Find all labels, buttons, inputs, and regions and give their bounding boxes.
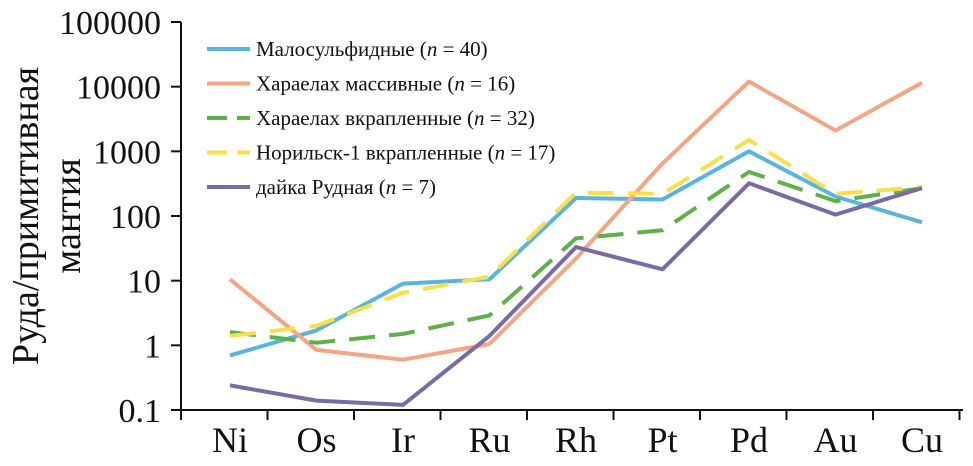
series-lines bbox=[228, 79, 923, 407]
legend-entry-prefix: Хараелах массивные ( bbox=[256, 72, 454, 96]
x-tick-label: Ru bbox=[468, 420, 510, 460]
y-tick-label: 1 bbox=[144, 328, 161, 365]
legend-entry-variable: n bbox=[386, 175, 397, 199]
y-axis-title-line-2: мантия bbox=[47, 158, 89, 273]
y-tick-label: 0.1 bbox=[119, 393, 162, 430]
x-tick-labels: Ni Os Ir Ru Rh Pt Pd Au Cu bbox=[212, 420, 943, 460]
legend-entry: Хараелах вкрапленные (n = 32) bbox=[256, 106, 535, 130]
y-tick-label: 100000 bbox=[59, 5, 161, 42]
y-axis-title-line-1: Руда/примитивная bbox=[5, 67, 47, 365]
legend-entry-variable: n bbox=[474, 106, 485, 130]
legend-entry-variable: n bbox=[427, 37, 438, 61]
y-tick-labels: 0.1 1 10 100 1000 10000 100000 bbox=[59, 5, 161, 430]
legend-entry: Малосульфидные (n = 40) bbox=[256, 37, 488, 61]
x-tick-label: Pt bbox=[647, 420, 677, 460]
series-line-4 bbox=[229, 137, 923, 338]
legend-entry-suffix: = 16) bbox=[465, 72, 515, 96]
legend-entry-prefix: Малосульфидные ( bbox=[256, 37, 427, 61]
legend-entry-suffix: = 40) bbox=[437, 37, 487, 61]
x-tick-label: Os bbox=[296, 420, 336, 460]
y-axis-title: Руда/примитивная мантия bbox=[5, 67, 89, 365]
legend-entry-suffix: = 17) bbox=[505, 141, 555, 165]
x-tick-label: Cu bbox=[901, 420, 943, 460]
legend-entry: Хараелах массивные (n = 16) bbox=[256, 72, 515, 96]
series-line-1 bbox=[229, 149, 923, 358]
series-line-2 bbox=[228, 79, 923, 362]
legend-entry-suffix: = 7) bbox=[396, 175, 436, 199]
legend: Малосульфидные (n = 40)Хараелах массивны… bbox=[207, 37, 555, 199]
y-tick-label: 10 bbox=[127, 264, 161, 301]
y-tick-label: 100 bbox=[110, 199, 161, 236]
legend-entry-variable: n bbox=[495, 141, 506, 165]
legend-entry-variable: n bbox=[454, 72, 465, 96]
x-tick-label: Pd bbox=[730, 420, 768, 460]
y-tick-label: 10000 bbox=[76, 70, 161, 107]
legend-entry-prefix: дайка Рудная ( bbox=[256, 175, 386, 199]
x-tick-label: Ir bbox=[391, 420, 415, 460]
legend-entry-suffix: = 32) bbox=[485, 106, 535, 130]
x-tick-label: Au bbox=[814, 420, 858, 460]
axes bbox=[171, 21, 963, 420]
legend-entry: Норильск-1 вкрапленные (n = 17) bbox=[256, 141, 555, 165]
legend-entry-prefix: Норильск-1 вкрапленные ( bbox=[256, 141, 495, 165]
series-line-3 bbox=[229, 169, 923, 345]
legend-entry: дайка Рудная (n = 7) bbox=[256, 175, 436, 199]
x-tick-label: Rh bbox=[555, 420, 597, 460]
y-tick-label: 1000 bbox=[93, 134, 161, 171]
legend-entry-prefix: Хараелах вкрапленные ( bbox=[256, 106, 474, 130]
series-line-5 bbox=[229, 181, 923, 407]
x-tick-label: Ni bbox=[212, 420, 248, 460]
